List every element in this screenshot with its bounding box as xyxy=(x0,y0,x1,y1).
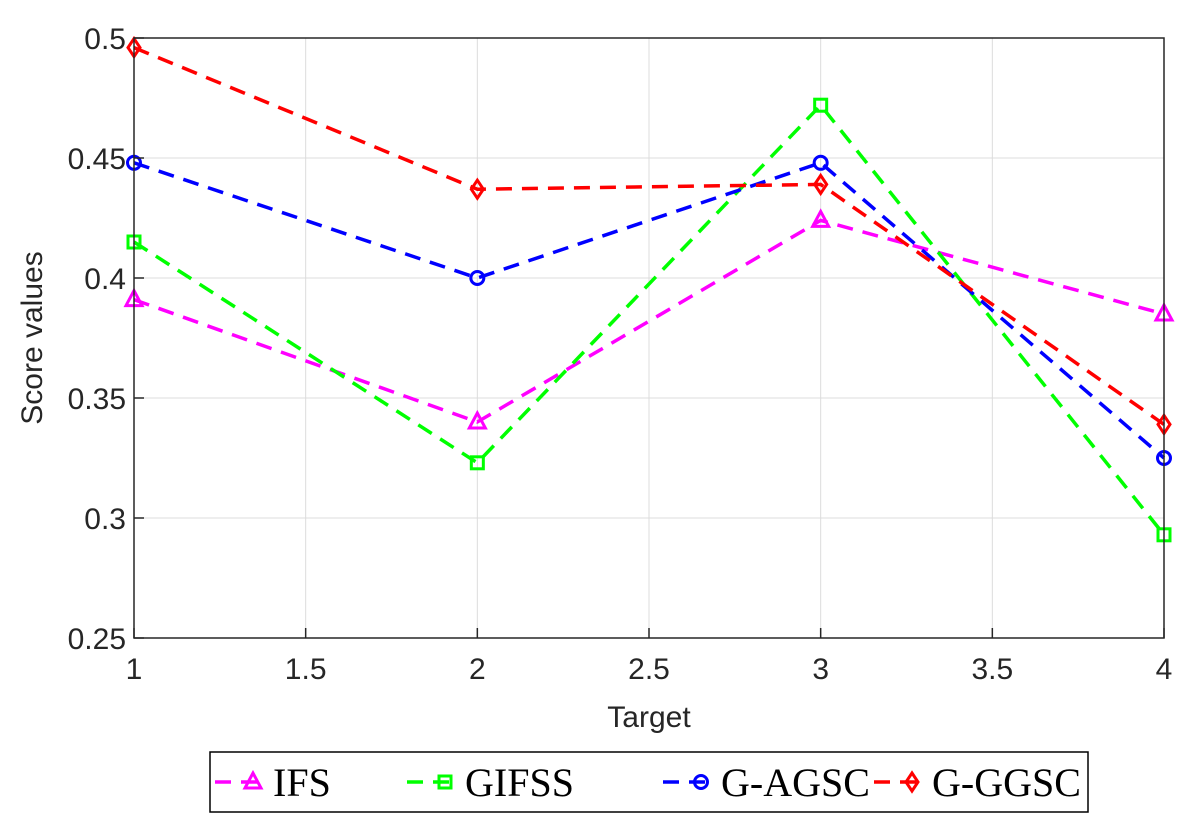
legend-label-gifss: GIFSS xyxy=(465,760,574,805)
data-point-g-agsc xyxy=(812,154,829,171)
y-tick-label: 0.4 xyxy=(84,263,126,296)
y-tick-label: 0.45 xyxy=(68,143,126,176)
legend-item-ifs: IFS xyxy=(215,760,331,805)
series-layer xyxy=(123,35,1175,543)
legend: IFS GIFSS G-AGSC G-GGSC xyxy=(209,751,1089,813)
x-tick-label: 3.5 xyxy=(971,653,1013,686)
legend-item-g-agsc: G-AGSC xyxy=(663,760,870,805)
x-axis-title: Target xyxy=(607,701,691,734)
x-tick-label: 1 xyxy=(126,653,143,686)
y-tick-label: 0.5 xyxy=(84,23,126,56)
x-tick-label: 4 xyxy=(1156,653,1173,686)
tick-labels: 1 1.5 2 2.5 3 3.5 4 0.25 0.3 0.35 0.4 0.45 0.5 xyxy=(68,23,1173,686)
y-tick-label: 0.3 xyxy=(84,503,126,536)
series-line-gifss xyxy=(133,102,1166,536)
data-point-gifss xyxy=(813,97,829,113)
data-point-gifss xyxy=(469,455,485,471)
series-line-g-agsc xyxy=(133,160,1166,460)
series-line-ifs xyxy=(133,218,1165,424)
data-point-ifs xyxy=(466,409,488,430)
x-tick-label: 2 xyxy=(469,653,486,686)
y-axis-title: Score values xyxy=(16,251,49,424)
x-tick-label: 3 xyxy=(812,653,829,686)
y-tick-label: 0.25 xyxy=(68,623,126,656)
data-point-g-ggsc xyxy=(469,177,486,201)
legend-label-ifs: IFS xyxy=(273,760,331,805)
series-line-g-ggsc xyxy=(133,45,1166,426)
legend-marker-g-ggsc xyxy=(904,770,920,794)
data-point-g-agsc xyxy=(469,270,486,286)
data-point-ifs xyxy=(810,208,832,228)
legend-box xyxy=(209,751,1089,813)
legend-marker-g-agsc xyxy=(693,774,709,790)
legend-item-gifss: GIFSS xyxy=(407,760,574,805)
legend-marker-gifss xyxy=(437,774,453,790)
y-tick-label: 0.35 xyxy=(68,383,126,416)
data-point-g-ggsc xyxy=(812,172,829,197)
legend-marker-ifs xyxy=(242,769,264,790)
legend-item-g-ggsc: G-GGSC xyxy=(874,760,1081,805)
x-tick-label: 2.5 xyxy=(628,653,670,686)
legend-label-g-ggsc: G-GGSC xyxy=(932,760,1081,805)
legend-label-g-agsc: G-AGSC xyxy=(721,760,870,805)
x-tick-label: 1.5 xyxy=(285,653,327,686)
